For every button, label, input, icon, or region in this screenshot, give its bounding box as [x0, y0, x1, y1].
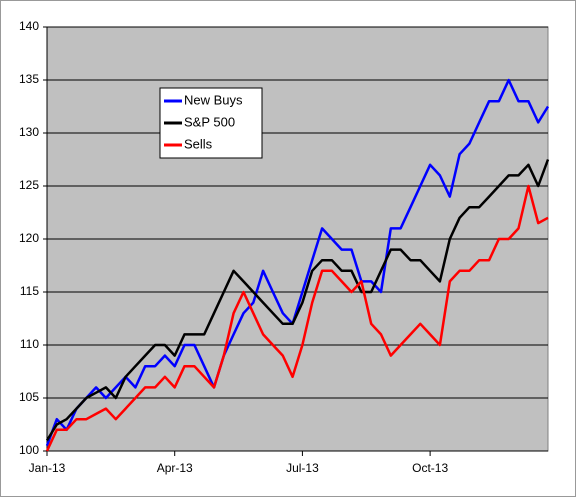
y-tick-label: 135 — [19, 72, 39, 86]
x-tick-label: Apr-13 — [157, 461, 193, 475]
x-tick-label: Oct-13 — [412, 461, 448, 475]
data-line — [45, 159, 550, 442]
legend-label: S&P 500 — [184, 114, 235, 129]
y-tick-label: 140 — [19, 19, 39, 33]
y-tick-label: 125 — [19, 178, 39, 192]
y-tick-label: 130 — [19, 125, 39, 139]
legend-label: New Buys — [184, 92, 243, 107]
y-tick-label: 115 — [20, 284, 39, 298]
x-tick-label: Jul-13 — [286, 461, 319, 475]
legend: New Buys S&P 500 Sells — [159, 87, 263, 159]
legend-label: Sells — [184, 136, 213, 151]
y-tick-label: 120 — [19, 231, 39, 245]
y-tick-label: 100 — [19, 443, 39, 457]
y-tick-label: 105 — [19, 390, 39, 404]
y-tick-label: 110 — [20, 337, 39, 351]
x-tick-label: Jan-13 — [29, 461, 66, 475]
data-line — [45, 184, 549, 452]
data-line — [45, 78, 550, 447]
